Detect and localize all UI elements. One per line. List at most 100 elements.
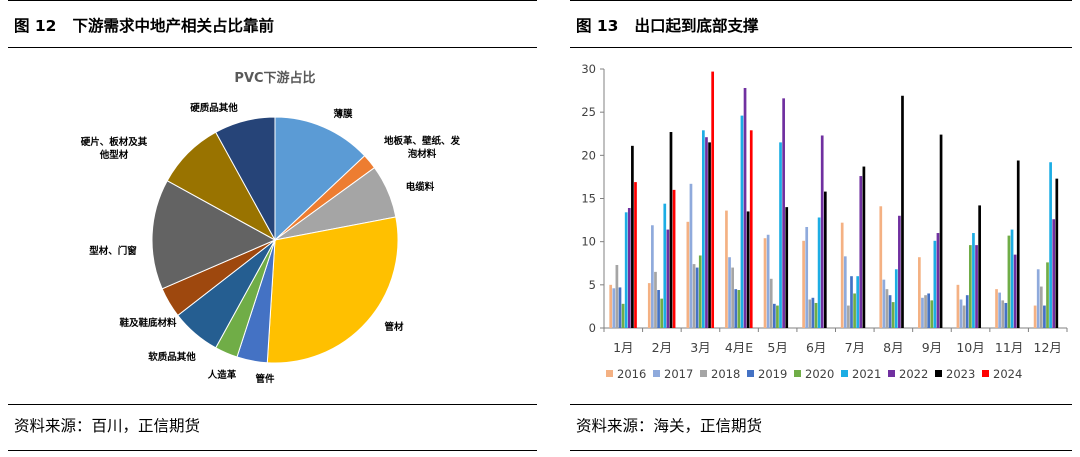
bar-2021 xyxy=(624,212,628,328)
bottom-rule xyxy=(570,450,1072,451)
pie-slice-label: 型材、门窗 xyxy=(89,245,137,257)
bar-2020 xyxy=(968,245,972,328)
bar-2023 xyxy=(669,132,673,328)
figure-caption: 出口起到底部支撑 xyxy=(634,17,759,35)
x-tick-label: 10月 xyxy=(956,340,984,355)
bar-2017 xyxy=(1036,269,1040,328)
bar-2024 xyxy=(634,182,637,328)
bar-2022 xyxy=(705,137,708,328)
bar-2018 xyxy=(654,271,657,328)
bar-2023 xyxy=(785,207,789,328)
bottom-rule xyxy=(8,450,537,451)
legend-swatch xyxy=(700,370,707,377)
bar-2023 xyxy=(978,205,981,328)
bar-2018 xyxy=(615,264,619,328)
bar-2020 xyxy=(737,290,741,328)
figure-caption: 下游需求中地产相关占比靠前 xyxy=(72,17,274,35)
pie-slice xyxy=(151,180,277,290)
pie-slice-label: 人造革 xyxy=(208,369,237,381)
bar-2019 xyxy=(734,289,738,328)
bar-2022 xyxy=(936,233,940,328)
bar-2021 xyxy=(894,269,898,328)
pie-slice-label: 管件 xyxy=(255,373,275,385)
bar-2022 xyxy=(898,215,901,328)
bar-2019 xyxy=(1043,305,1046,328)
source-rule xyxy=(8,404,537,405)
bar-2022 xyxy=(975,245,978,328)
pie-slice-label: 地板革、壁纸、发泡材料 xyxy=(384,135,461,160)
bar-2023 xyxy=(1055,178,1059,328)
bar-2016 xyxy=(686,221,690,328)
bar-2024 xyxy=(711,71,715,328)
x-tick-label: 5月 xyxy=(767,340,787,355)
bar-2021 xyxy=(702,130,705,328)
right-figure-panel: 图 13 出口起到底部支撑 0 5 10 15 20 25 30 1月 2月 3月 4月E 5月 6月 7月… xyxy=(562,0,1080,457)
x-tick-label: 8月 xyxy=(883,340,903,355)
left-figure-panel: 图 12 下游需求中地产相关占比靠前 PVC下游占比 薄膜 地板革、壁纸、发泡材料电… xyxy=(8,0,537,451)
bar-2023 xyxy=(708,142,711,328)
bar-2019 xyxy=(657,290,660,328)
legend-label: 2023 xyxy=(946,367,975,381)
source-note: 资料来源：海关，正信期货 xyxy=(576,417,763,435)
legend-label: 2016 xyxy=(617,367,646,381)
bar-2020 xyxy=(776,305,779,328)
legend-label: 2022 xyxy=(899,367,928,381)
pie-slice xyxy=(274,116,366,242)
x-tick-label: 1月 xyxy=(613,340,633,355)
pie-slice-label: 硬片、板材及其他型材 xyxy=(81,136,148,161)
bar-2018 xyxy=(962,305,966,328)
pie-slice-label: 电缆料 xyxy=(406,181,435,193)
pie-slice-label: 软质品其他 xyxy=(148,351,196,363)
bar-2019 xyxy=(772,303,776,328)
bar-2022 xyxy=(782,98,785,328)
bar-2023 xyxy=(862,166,866,328)
bar-2017 xyxy=(921,297,924,328)
bar-2018 xyxy=(731,267,734,328)
bar-2016 xyxy=(763,238,767,328)
y-tick-label: 5 xyxy=(589,278,596,292)
bar-2021 xyxy=(1049,162,1052,328)
bar-2020 xyxy=(660,298,664,328)
bar-2024 xyxy=(749,130,753,328)
bar-2022 xyxy=(666,229,670,328)
bar-2021 xyxy=(1010,229,1014,328)
y-tick-label: 15 xyxy=(581,192,596,206)
x-tick-label: 2月 xyxy=(652,340,672,355)
y-tick-label: 10 xyxy=(581,235,596,249)
bar-2021 xyxy=(663,203,667,328)
bar-2023 xyxy=(1016,160,1020,328)
x-tick-label: 3月 xyxy=(690,340,710,355)
bar-2020 xyxy=(814,302,818,328)
figure-13-title: 图 13 出口起到底部支撑 xyxy=(576,14,774,36)
bar-2017 xyxy=(959,299,963,328)
bar-2018 xyxy=(808,299,812,328)
y-tick-label: 20 xyxy=(581,148,596,162)
bar-2022 xyxy=(743,87,747,328)
bar-2018 xyxy=(769,278,773,328)
legend-swatch xyxy=(653,370,660,377)
bar-2020 xyxy=(891,302,895,328)
figure-number: 图 13 xyxy=(576,17,619,35)
bar-2020 xyxy=(853,293,856,328)
pie-slice xyxy=(215,116,276,241)
bar-2020 xyxy=(1007,235,1011,328)
bar-2016 xyxy=(609,284,613,328)
legend-label: 2019 xyxy=(758,367,787,381)
bar-2018 xyxy=(924,295,927,328)
bar-2019 xyxy=(1004,302,1008,328)
bar-2019 xyxy=(888,295,892,328)
legend-label: 2020 xyxy=(805,367,834,381)
bar-2023 xyxy=(901,95,904,328)
bar-2017 xyxy=(805,226,809,328)
bar-2019 xyxy=(927,293,931,328)
bar-2021 xyxy=(933,240,937,328)
x-tick-label: 9月 xyxy=(922,340,942,355)
title-rule xyxy=(570,47,1072,48)
bar-2019 xyxy=(811,297,815,328)
bar-2019 xyxy=(618,287,622,328)
bar-2016 xyxy=(956,284,960,328)
bar-2021 xyxy=(972,233,975,328)
bar-chart: 0 5 10 15 20 25 30 1月 2月 3月 4月E 5月 6月 7月 8月 9月 10月 11月 12月… xyxy=(581,62,1068,381)
bar-2019 xyxy=(850,276,853,328)
